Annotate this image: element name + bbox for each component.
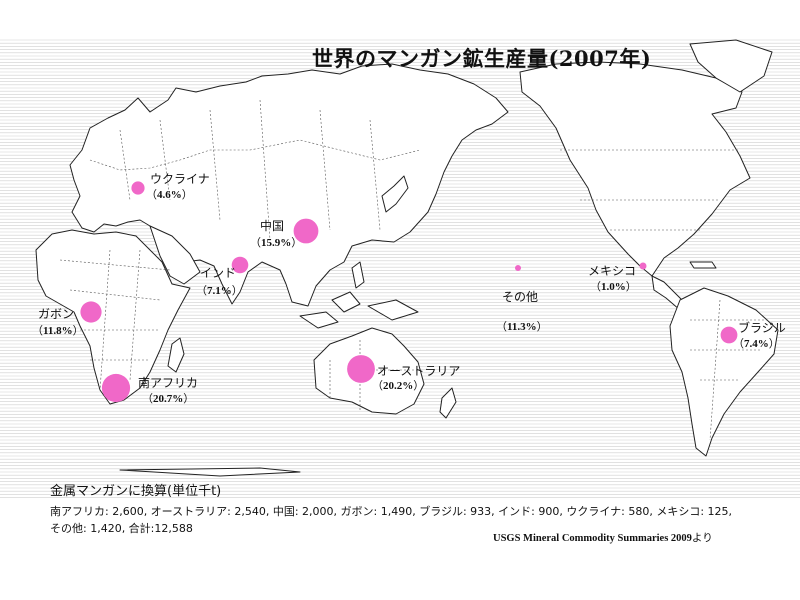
map-title: 世界のマンガン鉱生産量(2007年) bbox=[312, 46, 652, 71]
new-zealand bbox=[439, 387, 457, 419]
bubble-ukraine bbox=[131, 181, 145, 195]
conversion-note-heading: 金属マンガンに換算(単位千t) bbox=[50, 484, 222, 499]
madagascar bbox=[167, 337, 185, 373]
antarctic-edge bbox=[119, 467, 301, 477]
label-other: その他 bbox=[502, 290, 539, 304]
share-india: （7.1%） bbox=[196, 285, 243, 297]
share-ukraine: （4.6%） bbox=[146, 189, 193, 201]
bubble-china bbox=[293, 218, 319, 244]
share-brazil: （7.4%） bbox=[733, 338, 780, 350]
production-bubbles bbox=[80, 181, 738, 403]
share-south-africa: （20.7%） bbox=[142, 393, 195, 405]
label-australia: オーストラリア bbox=[377, 364, 461, 378]
africa-landmass bbox=[35, 229, 191, 405]
sea-islands-3 bbox=[367, 299, 419, 321]
share-china: （15.9%） bbox=[250, 237, 303, 249]
conversion-note-line-2: その他: 1,420, 合計:12,588 bbox=[50, 522, 193, 535]
bubble-other bbox=[515, 265, 521, 271]
share-gabon: （11.8%） bbox=[32, 325, 84, 337]
bubble-brazil bbox=[720, 326, 738, 344]
caribbean bbox=[689, 261, 717, 269]
bubble-gabon bbox=[80, 301, 102, 323]
greenland bbox=[689, 39, 773, 93]
arabia bbox=[149, 225, 201, 285]
label-india: インド bbox=[200, 266, 237, 280]
south-america-landmass bbox=[669, 287, 779, 457]
share-australia: （20.2%） bbox=[372, 380, 425, 392]
sea-islands-2 bbox=[331, 291, 361, 313]
share-other: （11.3%） bbox=[496, 321, 548, 333]
bubble-southafrica bbox=[101, 373, 131, 403]
label-mexico: メキシコ bbox=[588, 264, 637, 278]
bubble-australia bbox=[347, 355, 375, 383]
label-south-africa: 南アフリカ bbox=[138, 376, 199, 390]
bubble-india bbox=[231, 256, 249, 274]
label-brazil: ブラジル bbox=[738, 321, 786, 335]
sea-islands-1 bbox=[299, 311, 339, 329]
label-china: 中国 bbox=[260, 219, 285, 233]
north-america-landmass bbox=[519, 61, 751, 277]
country-borders bbox=[59, 99, 770, 441]
label-gabon: ガボン bbox=[38, 307, 75, 321]
share-mexico: （1.0%） bbox=[590, 281, 637, 293]
philippines bbox=[351, 261, 365, 289]
continent-outlines bbox=[35, 39, 779, 477]
bubble-mexico bbox=[639, 262, 647, 270]
source-credit: USGS Mineral Commodity Summaries 2009より bbox=[493, 532, 713, 544]
label-ukraine: ウクライナ bbox=[150, 172, 210, 186]
japan bbox=[381, 175, 409, 213]
conversion-note-line-1: 南アフリカ: 2,600, オーストラリア: 2,540, 中国: 2,000,… bbox=[50, 505, 733, 518]
